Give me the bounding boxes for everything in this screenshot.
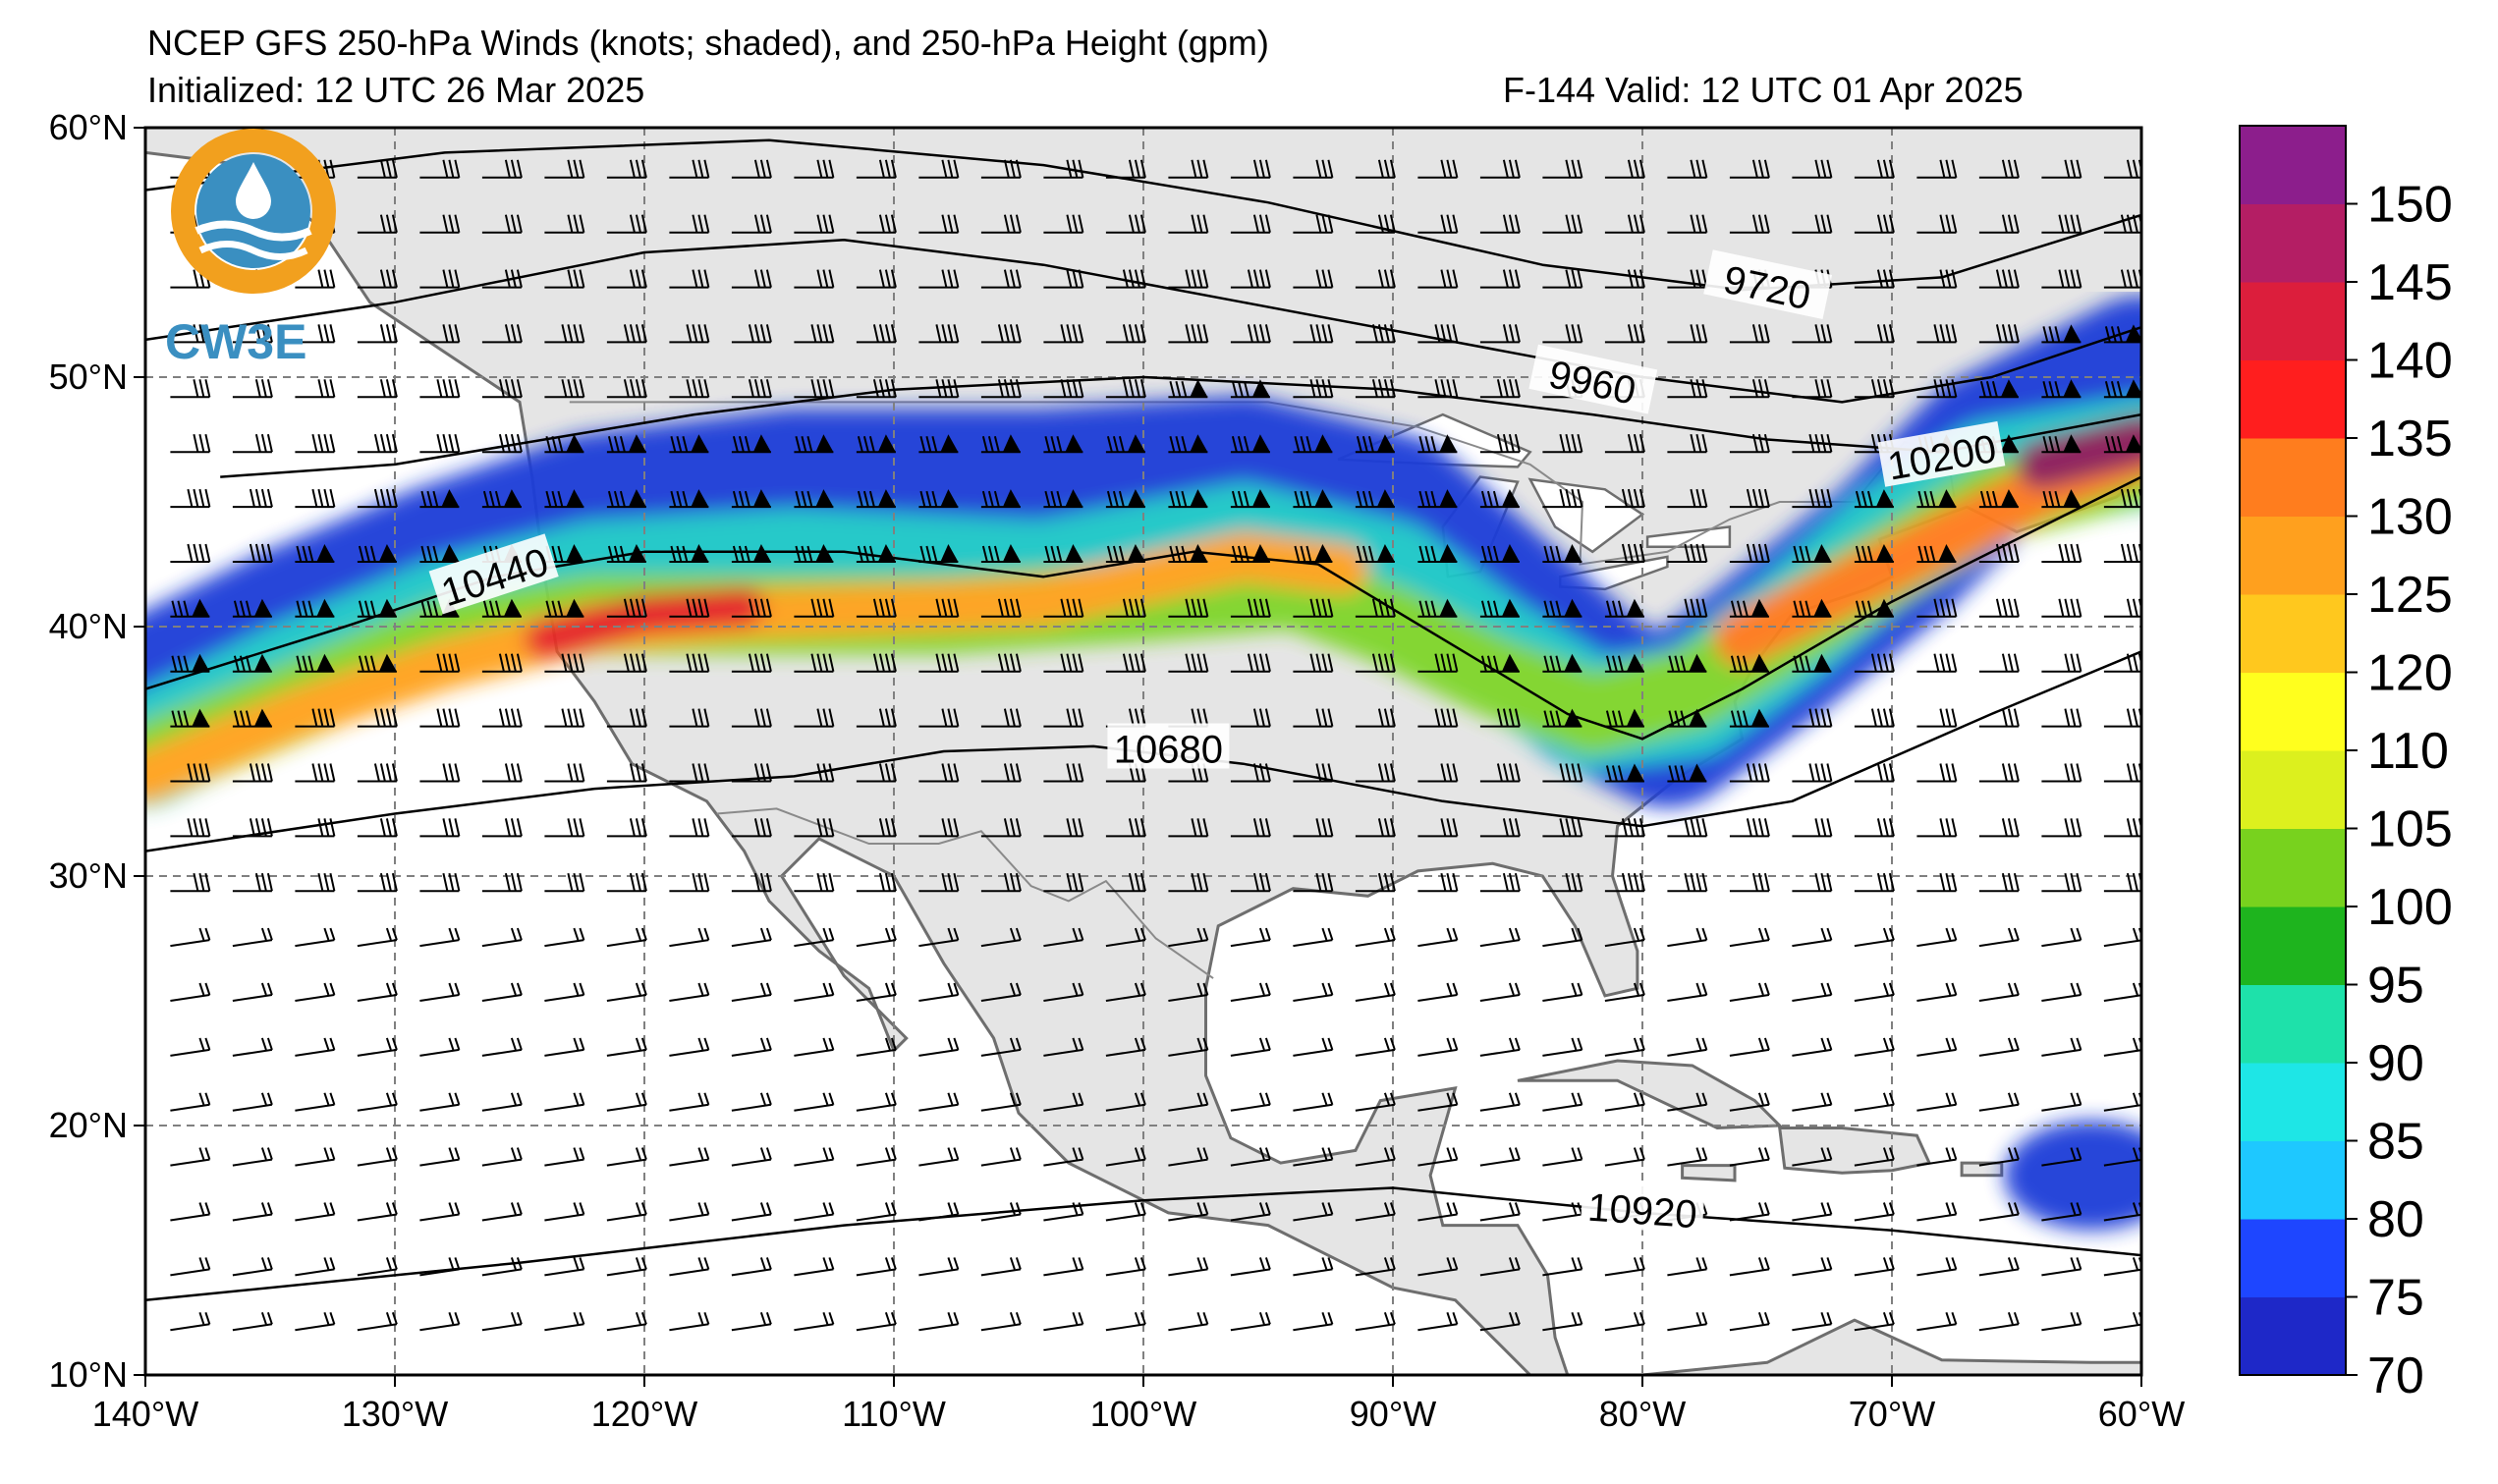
colorbar-swatch: [2240, 516, 2346, 595]
logo-wave-icon: [194, 220, 312, 242]
colorbar-tick-label: 125: [2367, 567, 2453, 624]
colorbar-tick-label: 75: [2367, 1270, 2424, 1327]
lat-tick-label: 50°N: [49, 357, 128, 397]
colorbar-swatch: [2240, 126, 2346, 204]
colorbar-swatch: [2240, 1296, 2346, 1376]
colorbar-tick-label: 95: [2367, 958, 2424, 1015]
colorbar-swatch: [2240, 282, 2346, 360]
colorbar-swatch: [2240, 438, 2346, 517]
lat-tick-label: 10°N: [49, 1354, 128, 1395]
colorbar-swatch: [2240, 828, 2346, 907]
colorbar-tick-label: 85: [2367, 1114, 2424, 1171]
lon-tick-label: 140°W: [92, 1394, 198, 1434]
map-title: NCEP GFS 250-hPa Winds (knots; shaded), …: [147, 23, 1269, 63]
colorbar-swatch: [2240, 1063, 2346, 1141]
colorbar-tick-label: 80: [2367, 1191, 2424, 1248]
lon-tick-label: 90°W: [1350, 1394, 1436, 1434]
wind-barbs: [170, 159, 2141, 1332]
axis-labels: 140°W 130°W 120°W 110°W 100°W 90°W 80°W 70°W 60°…: [49, 107, 2186, 1434]
logo-text: CW3E: [165, 314, 306, 369]
lon-tick-label: 70°W: [1849, 1394, 1935, 1434]
lon-tick-label: 130°W: [342, 1394, 448, 1434]
lat-tick-label: 60°N: [49, 107, 128, 147]
lon-tick-label: 60°W: [2098, 1394, 2185, 1434]
lat-tick-label: 20°N: [49, 1105, 128, 1145]
contour-label: 10920: [1586, 1186, 1698, 1237]
lon-tick-label: 80°W: [1599, 1394, 1686, 1434]
colorbar-swatch: [2240, 672, 2346, 751]
colorbar: 70 75 80 85 90 95 100 105 110 120 125 130 135 140 145 1…: [2239, 125, 2453, 1404]
colorbar-tick-label: 140: [2367, 333, 2453, 390]
logo-ring-icon: [171, 129, 336, 294]
lon-tick-label: 100°W: [1090, 1394, 1196, 1434]
cw3e-logo: CW3E: [165, 129, 336, 369]
initialized-time: Initialized: 12 UTC 26 Mar 2025: [147, 70, 645, 110]
colorbar-swatch: [2240, 203, 2346, 283]
lon-tick-label: 120°W: [591, 1394, 697, 1434]
colorbar-tick-label: 145: [2367, 254, 2453, 311]
logo-drop-icon: [236, 162, 271, 219]
colorbar-swatch: [2240, 594, 2346, 673]
lat-tick-label: 40°N: [49, 606, 128, 646]
colorbar-tick-label: 105: [2367, 801, 2453, 858]
colorbar-tick-label: 135: [2367, 411, 2453, 467]
colorbar-tick-label: 150: [2367, 177, 2453, 234]
colorbar-swatch: [2240, 750, 2346, 829]
colorbar-swatch: [2240, 1140, 2346, 1220]
lat-tick-label: 30°N: [49, 855, 128, 896]
colorbar-swatch: [2240, 359, 2346, 439]
colorbar-tick-label: 130: [2367, 489, 2453, 546]
colorbar-swatch: [2240, 984, 2346, 1064]
valid-time: F-144 Valid: 12 UTC 01 Apr 2025: [1503, 70, 2024, 110]
colorbar-tick-label: 120: [2367, 645, 2453, 702]
colorbar-tick-label: 100: [2367, 879, 2453, 936]
colorbar-tick-label: 90: [2367, 1035, 2424, 1092]
colorbar-swatch: [2240, 907, 2346, 985]
contour-label: 10680: [1114, 729, 1223, 772]
colorbar-tick-label: 70: [2367, 1347, 2424, 1404]
logo-wave-icon-2: [198, 241, 308, 260]
colorbar-swatch: [2240, 1219, 2346, 1297]
colorbar-tick-label: 110: [2367, 723, 2449, 780]
lon-tick-label: 110°W: [842, 1394, 946, 1434]
